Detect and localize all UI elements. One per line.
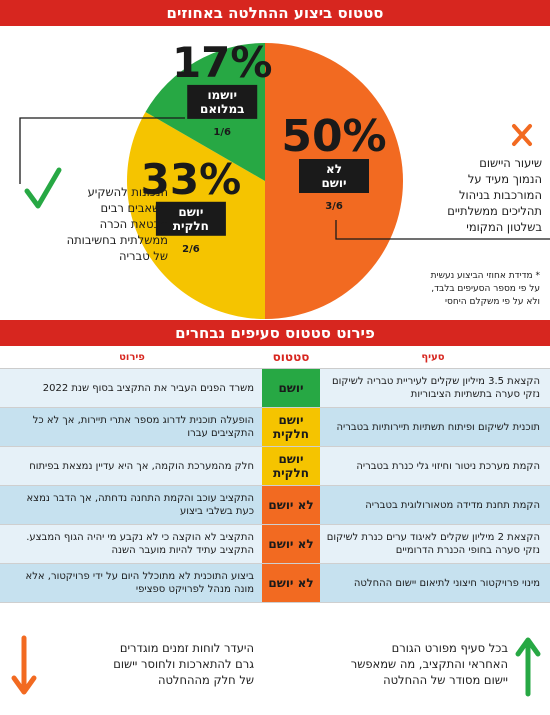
- pie-label-not-implemented: לא: [326, 162, 342, 176]
- footer-right-text: בכל סעיף מפורט הגורם האחראי והתקציב, מה …: [350, 641, 508, 687]
- header-clause: סעיף: [421, 351, 445, 363]
- status-table: סעיף סטטוס פירוט הקצאת 3.5 מיליון שקלים …: [0, 346, 550, 603]
- cell-status: יושם: [262, 369, 320, 407]
- pie-percent-not-implemented: 50%: [281, 111, 386, 162]
- table-row: תוכנית לשיקום ופיתוח תשתיות תיירותיות בט…: [0, 408, 550, 447]
- header-status: סטטוס: [272, 350, 310, 364]
- cell-detail: הופעלה תוכנית לדרוג מספר אתרי תיירות, אך…: [32, 415, 254, 439]
- table-body: הקצאת 3.5 מיליון שקלים לעיריית טבריה לשי…: [0, 369, 550, 603]
- table-row: הקצאת 3.5 מיליון שקלים לעיריית טבריה לשי…: [0, 369, 550, 408]
- cell-detail: חלק מהמערכת הוקמה, אך היא עדיין נמצאת בפ…: [29, 460, 254, 472]
- cell-clause: מינוי פרויקטור חיצוני לתיאום יישום ההחלט…: [353, 577, 540, 589]
- pie-label-fully-implemented: יושמו: [207, 88, 237, 102]
- page-title: סטטוס ביצוע ההחלטה באחוזים: [0, 0, 550, 26]
- table-row: הקצאת 2 מיליון שקלים לאיגוד ערים כנרת לש…: [0, 525, 550, 564]
- pie-label-not-implemented: יושם: [321, 176, 346, 190]
- left-annotation: הנכונות להשקיע משאבים רבים מבטאת הכרה ממ…: [66, 185, 168, 263]
- pie-label-partially-implemented: חלקית: [173, 219, 209, 233]
- left-connector-line: [19, 117, 185, 184]
- pie-labels: 50%לאיושם3/633%יושםחלקית2/617%יושמובמלוא…: [141, 38, 387, 255]
- cell-detail: ביצוע התוכנית לא מתוכלל היום על ידי פרוי…: [25, 571, 254, 595]
- pie-fraction-partially-implemented: 2/6: [182, 244, 200, 255]
- pie-fraction-not-implemented: 3/6: [325, 201, 343, 212]
- table-row: הקמת מערכת ניטור וחיזוי גלי כנרת בטבריה י…: [0, 447, 550, 486]
- cell-clause: הקצאת 2 מיליון שקלים לאיגוד ערים כנרת לש…: [326, 532, 540, 556]
- cell-detail: משרד הפנים העביר את התקציב בסוף שנת 2022: [42, 382, 254, 394]
- x-icon: [512, 124, 532, 146]
- check-icon: [24, 167, 62, 209]
- footnote: * מדידת אחוזי הביצוע נעשית על פי מספר הס…: [430, 271, 540, 307]
- cell-detail: התקציב עוכב והקמת התחנה נדחתה, אך הדבר נ…: [26, 493, 254, 517]
- pie-label-box-not-implemented: [299, 159, 369, 193]
- cell-detail: התקציב לא הוקצה כי לא נקבע מי יהיה הגוף …: [26, 532, 254, 556]
- right-annotation: שיעור היישום הנמוך מעיד על המורכבות בניה…: [447, 156, 542, 234]
- cell-clause: הקצאת 3.5 מיליון שקלים לעיריית טבריה לשי…: [332, 376, 540, 400]
- pie-percent-partially-implemented: 33%: [141, 155, 242, 204]
- header-detail: פירוט: [119, 351, 145, 363]
- right-connector-line: [335, 220, 550, 240]
- table-header: סעיף סטטוס פירוט: [0, 346, 550, 369]
- cell-status: לא יושם: [262, 486, 320, 524]
- cell-clause: הקמת מערכת ניטור וחיזוי גלי כנרת בטבריה: [356, 460, 540, 472]
- table-row: הקמת תחנת מדידה מטאורולוגית בטבריה לא יוש…: [0, 486, 550, 525]
- pie-label-box-partially-implemented: [155, 201, 226, 236]
- pie-label-box-fully-implemented: [187, 84, 258, 119]
- arrow-up-icon: [515, 637, 541, 697]
- table-row: מינוי פרויקטור חיצוני לתיאום יישום ההחלט…: [0, 564, 550, 603]
- pie-chart: 50%לאיושם3/633%יושםחלקית2/617%יושמובמלוא…: [19, 38, 550, 319]
- footer-left-text: היעדר לוחות זמנים מוגדרים גרם להתארכות ו…: [113, 641, 254, 687]
- cell-status: יושם חלקית: [262, 408, 320, 446]
- arrow-down-icon: [11, 635, 37, 695]
- pie-fraction-fully-implemented: 1/6: [213, 127, 231, 138]
- table-title: פירוט סטטוס סעיפים נבחרים: [0, 320, 550, 346]
- cell-status: יושם חלקית: [262, 447, 320, 485]
- cell-clause: הקמת תחנת מדידה מטאורולוגית בטבריה: [365, 499, 540, 511]
- pie-label-fully-implemented: במלואם: [200, 102, 244, 116]
- cell-status: לא יושם: [262, 525, 320, 563]
- cell-clause: תוכנית לשיקום ופיתוח תשתיות תיירותיות בט…: [336, 421, 540, 433]
- pie-label-partially-implemented: יושם: [178, 205, 203, 219]
- pie-percent-fully-implemented: 17%: [172, 38, 273, 87]
- cell-status: לא יושם: [262, 564, 320, 602]
